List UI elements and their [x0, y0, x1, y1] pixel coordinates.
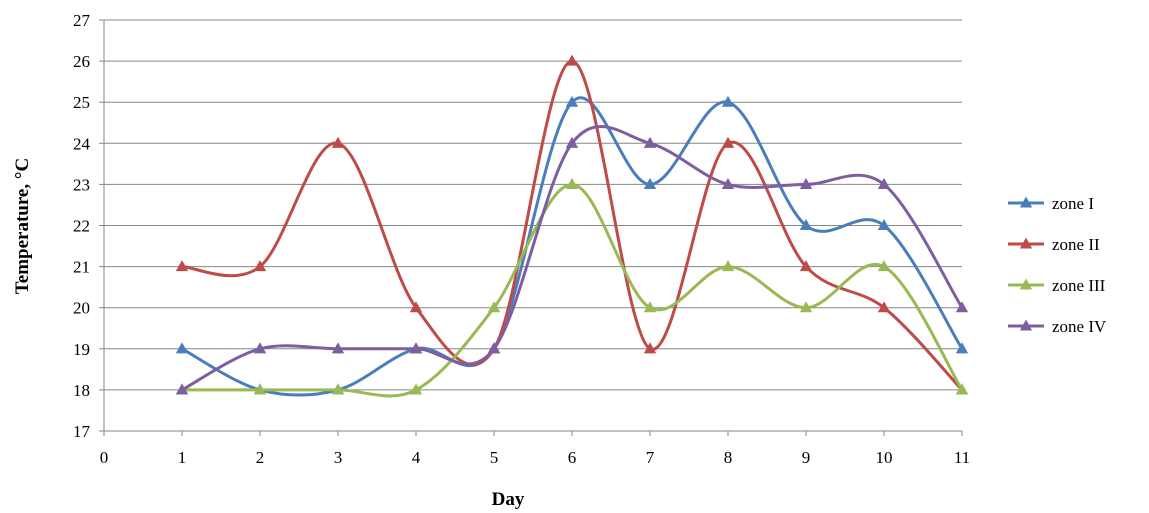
y-tick-label-24: 24 — [73, 134, 91, 153]
y-tick-label-21: 21 — [73, 258, 90, 277]
series-3-point-7 — [643, 301, 657, 313]
x-tick-label-2: 2 — [256, 448, 265, 467]
series-1-point-8 — [721, 95, 735, 107]
series-3-point-9 — [799, 301, 813, 313]
legend-marker-2 — [1019, 237, 1033, 249]
series-line-4 — [181, 124, 964, 392]
legend-marker-1 — [1019, 196, 1033, 208]
series-4-point-11 — [955, 301, 969, 313]
legend-label-4: zone IV — [1052, 317, 1107, 336]
y-tick-label-22: 22 — [73, 217, 90, 236]
legend-label-1: zone I — [1052, 194, 1094, 213]
axes — [99, 19, 963, 436]
series-2-point-10 — [877, 301, 891, 313]
x-tick-label-5: 5 — [490, 448, 499, 467]
series-4-point-8 — [721, 177, 735, 189]
legend-label-3: zone III — [1052, 276, 1106, 295]
gridlines — [104, 19, 962, 391]
series-4-point-3 — [331, 342, 345, 354]
legend: zone I zone II zone III zone IV — [1008, 194, 1107, 336]
series-3-point-5 — [487, 301, 501, 313]
y-tick-label-27: 27 — [73, 11, 91, 30]
series-3-point-6 — [565, 177, 579, 189]
series-2-point-4 — [409, 301, 423, 313]
series-2-point-6 — [565, 54, 579, 66]
series-4-point-10 — [877, 177, 891, 189]
series-markers — [175, 54, 969, 395]
legend-label-2: zone II — [1052, 235, 1100, 254]
series-4-point-6 — [565, 136, 579, 148]
series-4-point-2 — [253, 342, 267, 354]
x-tick-label-1: 1 — [178, 448, 187, 467]
series-2-point-2 — [253, 260, 267, 272]
series-2-point-3 — [331, 136, 345, 148]
series-4-point-9 — [799, 177, 813, 189]
legend-marker-3 — [1019, 278, 1033, 290]
series-4-point-7 — [643, 136, 657, 148]
x-tick-label-6: 6 — [568, 448, 577, 467]
series-3-point-3 — [331, 383, 345, 395]
series-3-point-8 — [721, 260, 735, 272]
y-tick-label-17: 17 — [73, 422, 91, 441]
y-tick-label-23: 23 — [73, 175, 90, 194]
x-tick-label-4: 4 — [412, 448, 421, 467]
series-1-point-7 — [643, 177, 657, 189]
y-tick-label-26: 26 — [73, 52, 90, 71]
series-3-point-10 — [877, 260, 891, 272]
x-tick-label-7: 7 — [646, 448, 655, 467]
y-tick-labels: 17 18 19 20 21 22 23 24 25 26 27 — [73, 11, 91, 441]
y-tick-label-18: 18 — [73, 381, 90, 400]
x-tick-label-10: 10 — [876, 448, 893, 467]
series-1-point-11 — [955, 342, 969, 354]
series-1-point-1 — [175, 342, 189, 354]
y-tick-label-19: 19 — [73, 340, 90, 359]
series-2-point-1 — [175, 260, 189, 272]
y-tick-label-25: 25 — [73, 93, 90, 112]
series-lines — [181, 59, 964, 398]
series-4-point-5 — [487, 342, 501, 354]
x-tick-label-11: 11 — [954, 448, 970, 467]
x-tick-label-8: 8 — [724, 448, 733, 467]
series-3-point-2 — [253, 383, 267, 395]
series-2-point-7 — [643, 342, 657, 354]
x-tick-label-0: 0 — [100, 448, 109, 467]
series-3-point-11 — [955, 383, 969, 395]
series-2-point-8 — [721, 136, 735, 148]
series-1-point-10 — [877, 219, 891, 231]
series-4-point-4 — [409, 342, 423, 354]
y-axis-title: Temperature, °C — [12, 158, 33, 294]
y-tick-label-20: 20 — [73, 299, 90, 318]
series-4-point-1 — [175, 383, 189, 395]
x-tick-label-9: 9 — [802, 448, 811, 467]
legend-marker-4 — [1019, 319, 1033, 331]
x-tick-label-3: 3 — [334, 448, 343, 467]
series-2-point-9 — [799, 260, 813, 272]
series-3-point-4 — [409, 383, 423, 395]
x-axis-title: Day — [492, 489, 525, 510]
series-1-point-6 — [565, 95, 579, 107]
x-tick-labels: 0 1 2 3 4 5 6 7 8 9 10 11 — [100, 448, 970, 467]
series-1-point-9 — [799, 219, 813, 231]
